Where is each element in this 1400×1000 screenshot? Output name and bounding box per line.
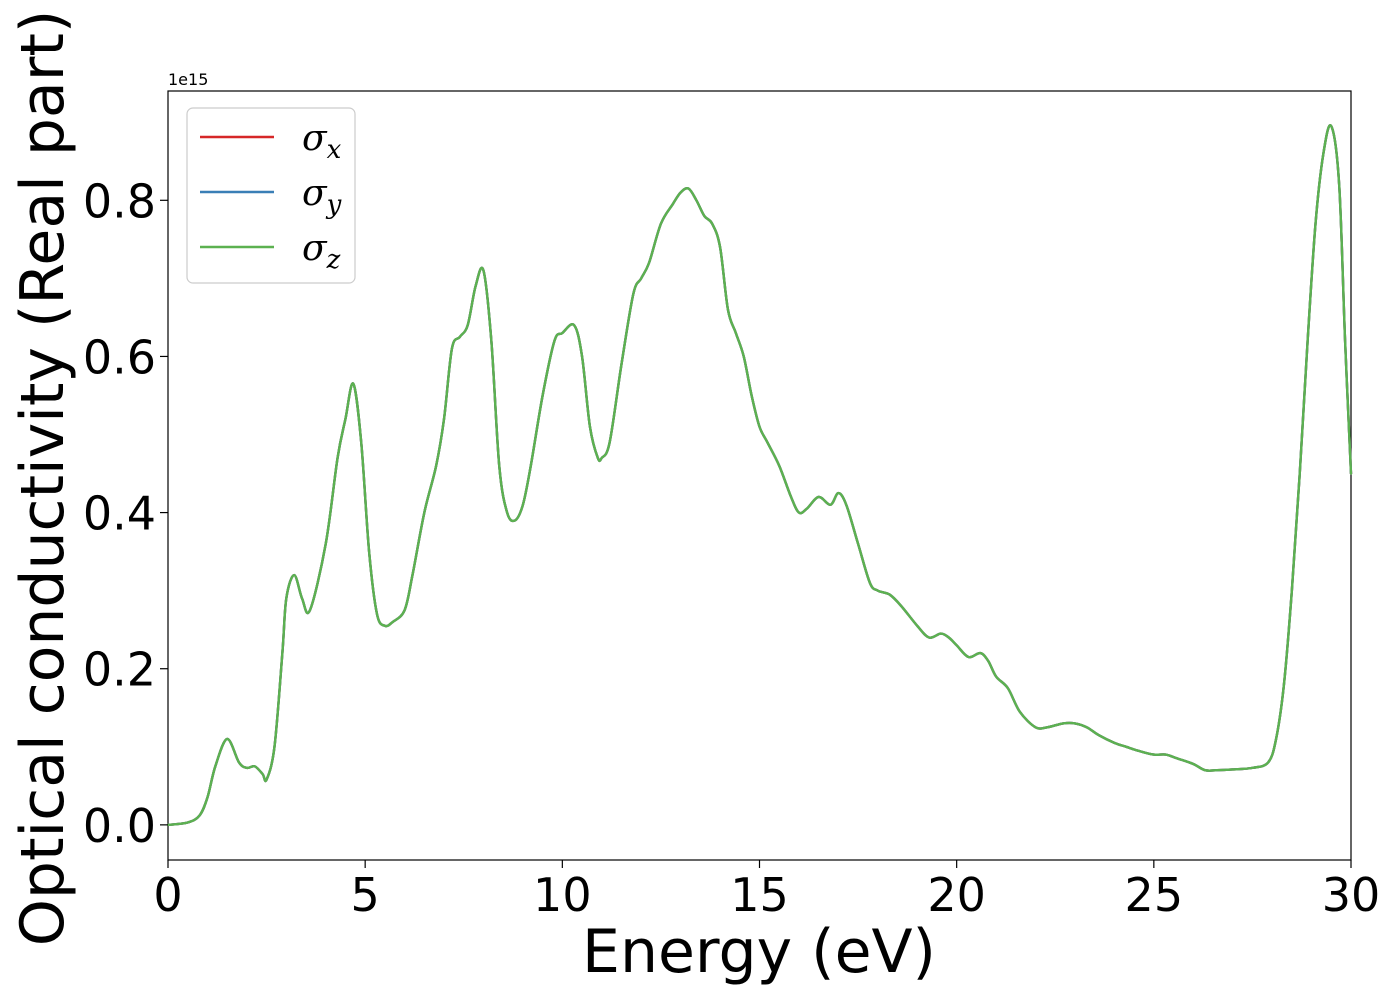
x-axis-label: Energy (eV) <box>582 917 936 987</box>
y-tick-label: 0.2 <box>83 643 156 697</box>
legend-subscript: x <box>327 135 342 165</box>
legend-label-sigma-z: σz <box>302 228 341 275</box>
legend-subscript: y <box>326 190 342 220</box>
x-tick-label: 20 <box>927 868 986 922</box>
x-tick-label: 30 <box>1322 868 1381 922</box>
legend-label-sigma-x: σx <box>302 118 342 165</box>
y-tick-label: 0.0 <box>83 799 156 853</box>
x-tick-label: 25 <box>1125 868 1184 922</box>
legend-symbol: σ <box>302 228 328 269</box>
y-axis-ticks: 0.0 0.2 0.4 0.6 0.8 <box>83 174 168 853</box>
x-tick-label: 15 <box>730 868 789 922</box>
y-tick-label: 0.4 <box>83 487 156 541</box>
legend-frame <box>186 107 356 284</box>
x-axis-ticks: 0 5 10 15 20 25 30 <box>153 860 1380 922</box>
legend-symbol: σ <box>302 118 328 159</box>
y-tick-label: 0.6 <box>83 330 156 384</box>
y-offset-label: 1e15 <box>168 70 208 89</box>
axes-frame <box>167 90 1352 861</box>
series-layer <box>166 123 1353 827</box>
plot-area <box>166 90 1353 861</box>
x-tick-label: 5 <box>351 868 380 922</box>
x-tick-label: 10 <box>533 868 592 922</box>
x-tick-label: 0 <box>153 868 182 922</box>
legend-subscript: z <box>326 245 341 275</box>
legend-label-sigma-y: σy <box>302 173 342 220</box>
legend-symbol: σ <box>302 173 328 214</box>
series-line-sigma-z <box>166 123 1353 827</box>
y-tick-label: 0.8 <box>83 174 156 228</box>
y-axis-label: Optical conductivity (Real part) <box>8 10 78 947</box>
